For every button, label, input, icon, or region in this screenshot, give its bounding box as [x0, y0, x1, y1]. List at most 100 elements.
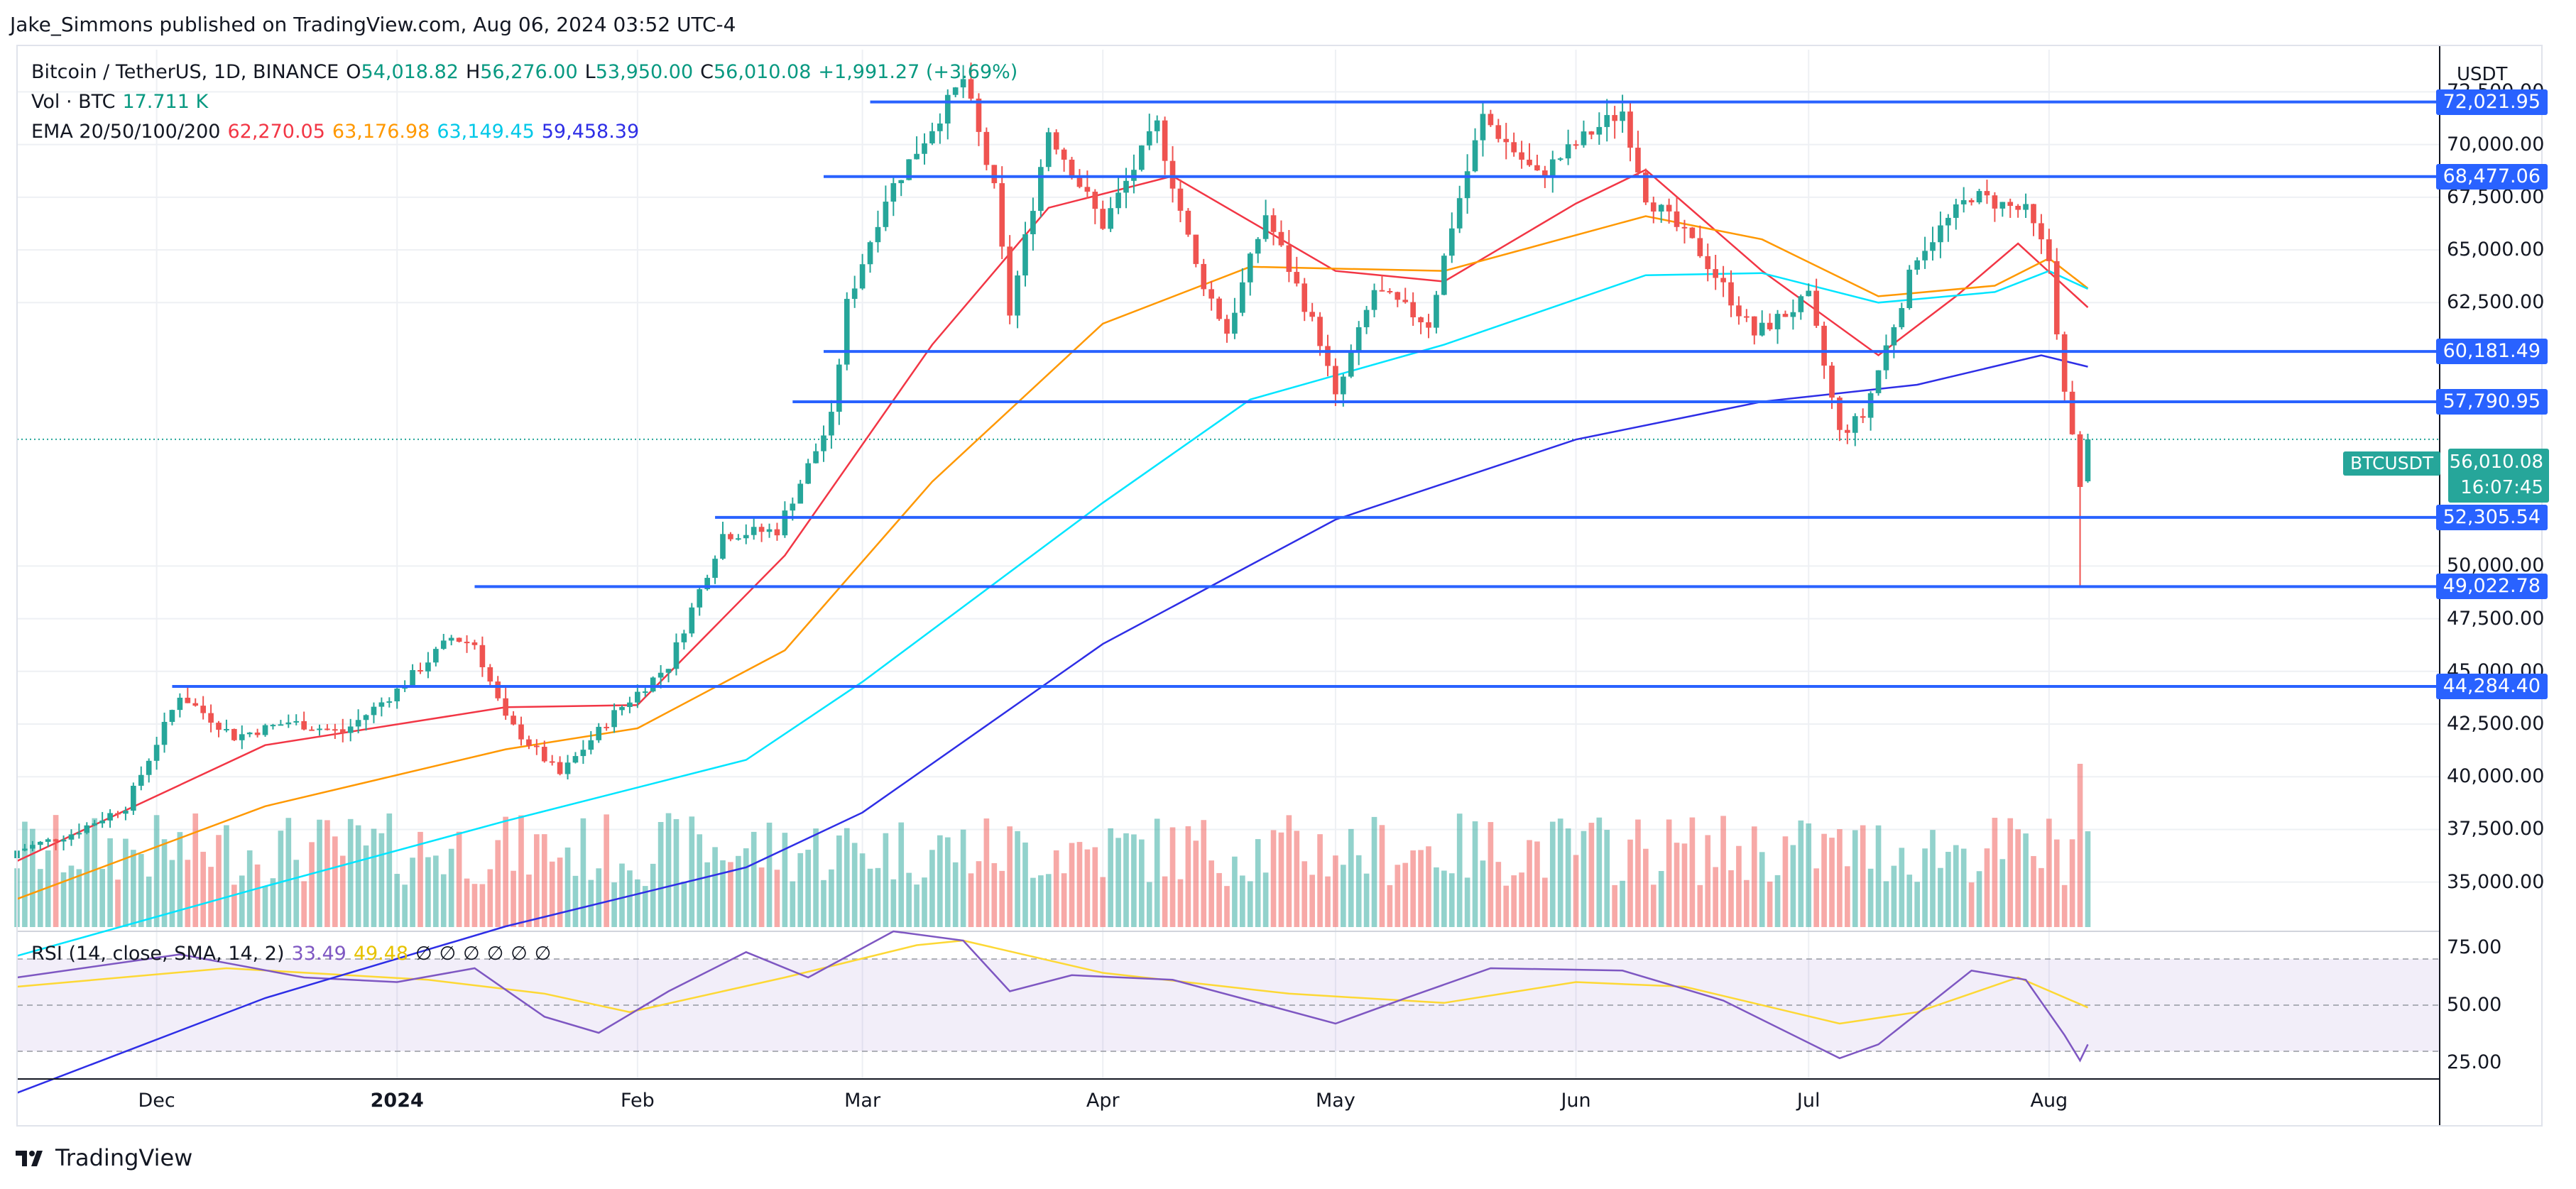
candle-body	[2085, 439, 2091, 482]
volume-bar	[76, 869, 82, 927]
volume-bar	[1837, 829, 1843, 927]
candle-body	[1448, 228, 1455, 256]
volume-bar	[557, 857, 563, 927]
candle-body	[1456, 198, 1463, 229]
volume-bar	[2039, 867, 2044, 927]
candle-body	[572, 756, 579, 763]
candle-body	[728, 534, 733, 539]
candle-body	[1045, 132, 1052, 168]
volume-bar	[30, 828, 36, 927]
candle-body	[293, 720, 300, 723]
candle-body	[1084, 187, 1091, 192]
candle-body	[1341, 376, 1346, 395]
candle-body	[704, 578, 710, 590]
candle-body	[922, 143, 927, 154]
volume-legend: Vol · BTC 17.711 K	[31, 91, 215, 113]
candle-body	[681, 633, 687, 642]
volume-bar	[2046, 818, 2052, 927]
price-tick: 70,000.00	[2447, 133, 2545, 155]
na-icon: ∅	[439, 943, 457, 965]
volume-bar	[1728, 870, 1734, 927]
candle-body	[898, 180, 905, 184]
volume-bar	[1565, 828, 1571, 927]
horizontal-levels[interactable]	[172, 100, 2440, 689]
candle-body	[1185, 210, 1191, 235]
volume-bar	[1169, 827, 1176, 927]
candle-body	[239, 734, 245, 740]
volume-bar	[425, 857, 431, 927]
low-value: 53,950.00	[595, 61, 694, 83]
volume-bar	[487, 869, 493, 927]
candle-body	[1317, 317, 1323, 346]
rsi-label[interactable]: RSI (14, close, SMA, 14, 2)	[31, 943, 285, 965]
candle-body	[1387, 290, 1393, 292]
change-value: +1,991.27 (+3.69%)	[818, 61, 1018, 83]
candle-body	[1875, 370, 1882, 393]
ema-legend: EMA 20/50/100/200 62,270.05 63,176.98 63…	[31, 121, 646, 143]
volume-bar	[1519, 872, 1524, 927]
candle-body	[1030, 211, 1036, 234]
candle-body	[1845, 429, 1850, 433]
volume-bar	[1193, 840, 1199, 927]
candle-body	[371, 706, 377, 716]
volume-bar	[1139, 839, 1145, 927]
candle-body	[1076, 177, 1083, 187]
symbol-name[interactable]: Bitcoin / TetherUS, 1D, BINANCE	[31, 61, 339, 83]
candle-body	[487, 667, 493, 682]
volume-bar	[1224, 886, 1230, 927]
volume-bar	[378, 833, 385, 927]
volume-bar	[619, 863, 625, 927]
price-tick: 50,000.00	[2447, 554, 2545, 577]
candle-body	[123, 811, 129, 814]
tradingview-brand[interactable]: TradingView	[16, 1144, 192, 1171]
volume-bar	[1333, 855, 1338, 927]
candle-body	[22, 848, 28, 851]
volume-bar	[1371, 816, 1377, 927]
candle-body	[1674, 211, 1680, 227]
open-value: 54,018.82	[361, 61, 459, 83]
volume-bar	[1294, 831, 1300, 927]
volume-bar	[1045, 874, 1052, 927]
candle-body	[751, 527, 757, 535]
candle-body	[1658, 204, 1664, 212]
candle-body	[1953, 204, 1959, 218]
volume-label[interactable]: Vol · BTC	[31, 91, 116, 113]
volume-bar	[224, 825, 229, 927]
candle-body	[1038, 167, 1044, 212]
price-tick: 40,000.00	[2447, 765, 2545, 788]
volume-bar	[1976, 871, 1982, 927]
candle-body	[1813, 290, 1819, 326]
volume-bar	[944, 837, 951, 927]
candle-body	[1441, 256, 1447, 295]
volume-bar	[324, 820, 330, 927]
high-value: 56,276.00	[480, 61, 578, 83]
candle-body	[495, 681, 501, 698]
volume-bar	[1542, 877, 1548, 927]
volume-bar	[347, 818, 354, 927]
candle-body	[1007, 246, 1013, 316]
candle-body	[1798, 296, 1804, 312]
volume-bar	[1573, 855, 1579, 927]
candle-body	[1759, 322, 1765, 336]
volume-bar	[22, 821, 28, 927]
volume-bar	[736, 855, 741, 927]
candle-body	[635, 691, 640, 703]
candle-body	[1123, 180, 1129, 193]
candle-body	[301, 720, 307, 730]
volume-bar	[867, 868, 873, 927]
candle-body	[2023, 204, 2029, 210]
volume-bar	[1363, 873, 1370, 927]
volume-bar	[1930, 830, 1936, 927]
volume-bar	[983, 818, 990, 927]
currency-label[interactable]: USDT	[2457, 64, 2508, 85]
ema-label[interactable]: EMA 20/50/100/200	[31, 121, 221, 143]
candle-body	[138, 774, 144, 786]
volume-bar	[2023, 833, 2029, 927]
volume-bar	[1395, 865, 1401, 927]
volume-bar	[53, 815, 59, 927]
volume-bar	[60, 872, 67, 927]
candle-body	[712, 559, 718, 579]
candle-body	[208, 713, 214, 723]
candle-body	[976, 98, 982, 132]
